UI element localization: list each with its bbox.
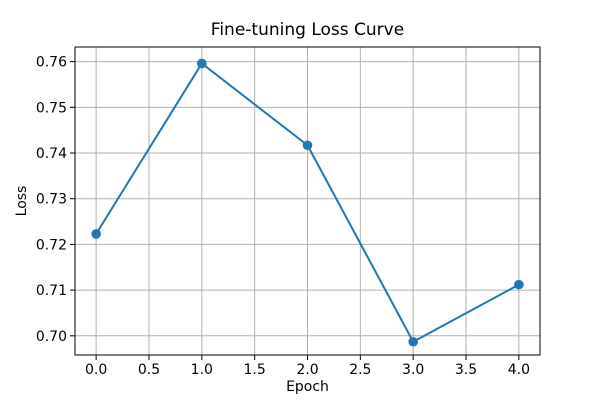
y-tick-label: 0.73 xyxy=(36,192,67,208)
y-tick-label: 0.70 xyxy=(36,329,67,345)
x-tick-label: 2.5 xyxy=(349,362,371,378)
y-tick-label: 0.76 xyxy=(36,55,67,71)
x-tick-label: 1.5 xyxy=(244,362,266,378)
y-tick-label: 0.75 xyxy=(36,100,67,116)
x-tick-label: 1.0 xyxy=(191,362,213,378)
x-tick-label: 3.0 xyxy=(402,362,424,378)
x-tick-label: 2.0 xyxy=(296,362,318,378)
data-point xyxy=(408,336,418,347)
x-tick-label: 0.0 xyxy=(85,362,107,378)
chart-title: Fine-tuning Loss Curve xyxy=(210,20,405,40)
y-tick-label: 0.74 xyxy=(36,146,67,162)
x-tick-label: 4.0 xyxy=(508,362,530,378)
data-point xyxy=(514,279,524,290)
x-axis-label: Epoch xyxy=(286,379,329,395)
y-tick-label: 0.71 xyxy=(36,283,67,299)
data-point xyxy=(91,229,101,239)
x-tick-label: 3.5 xyxy=(455,362,477,378)
y-axis-label: Loss xyxy=(14,185,30,217)
data-point xyxy=(197,58,207,69)
x-tick-label: 0.5 xyxy=(138,362,160,378)
data-point xyxy=(302,140,313,151)
plot-border xyxy=(74,46,541,356)
y-tick-label: 0.72 xyxy=(36,237,67,253)
